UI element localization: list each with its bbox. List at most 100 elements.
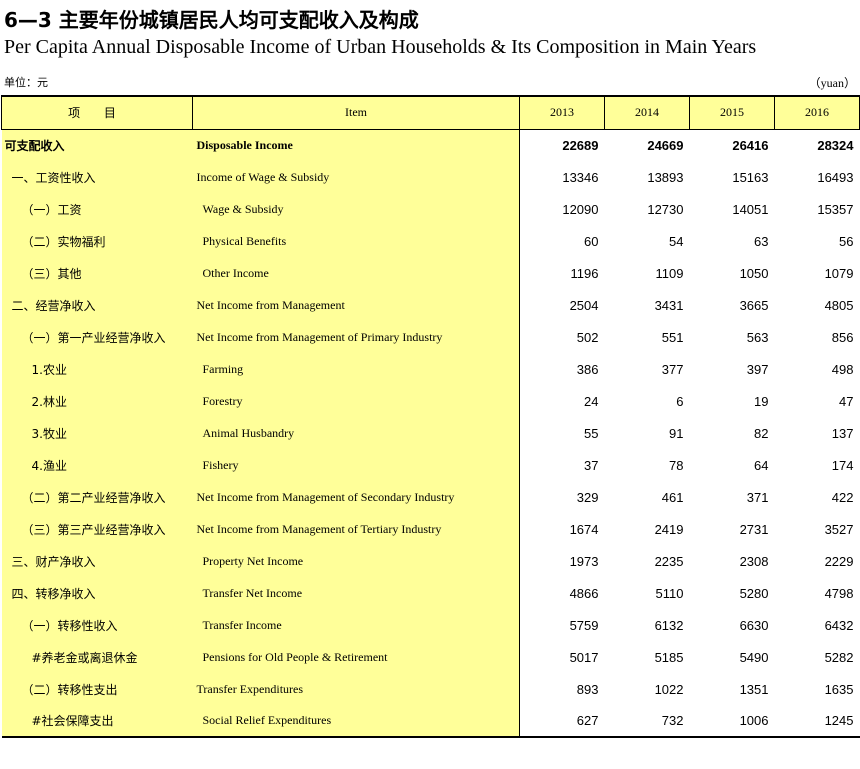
value-cell: 397 [746, 361, 769, 377]
row-label-english: Transfer Net Income [192, 577, 520, 609]
value-cell: 893 [576, 681, 599, 697]
value-cell: 56 [839, 233, 854, 249]
value-cell: 26416 [732, 137, 769, 153]
value-cell: 24669 [647, 137, 684, 153]
row-label-english: Net Income from Management [192, 289, 520, 321]
row-label-english: Net Income from Management of Secondary … [192, 481, 520, 513]
value-cell: 856 [831, 329, 854, 345]
value-cell: 2235 [654, 553, 684, 569]
row-label-english: Forestry [192, 385, 520, 417]
value-cell: 732 [604, 705, 690, 738]
value-cell: 64 [754, 457, 769, 473]
value-cell: 4798 [824, 585, 854, 601]
value-cell: 5185 [654, 649, 684, 665]
row-label-chinese: （三）第三产业经营净收入 [1, 513, 193, 545]
row-label-chinese: （一）转移性收入 [1, 609, 193, 641]
value-cell: 82 [754, 425, 769, 441]
value-cell: 37 [584, 457, 599, 473]
row-label-chinese: #养老金或离退休金 [1, 641, 193, 673]
value-cell: 47 [839, 393, 854, 409]
value-cell: 377 [661, 361, 684, 377]
header-year-2016: 2016 [774, 95, 860, 130]
table-row: （二）实物福利 Physical Benefits 60 54 63 56 [1, 225, 860, 257]
value-cell: 3527 [824, 521, 854, 537]
value-cell: 461 [661, 489, 684, 505]
value-cell: 174 [831, 457, 854, 473]
value-cell: 1022 [654, 681, 684, 697]
table-row: （一）转移性收入 Transfer Income 5759 6132 6630 … [1, 609, 860, 641]
row-label-english: Social Relief Expenditures [192, 705, 520, 738]
table-row: （三）第三产业经营净收入 Net Income from Management … [1, 513, 860, 545]
value-cell: 60 [584, 233, 599, 249]
row-label-english: Physical Benefits [192, 225, 520, 257]
row-label-chinese: #社会保障支出 [1, 705, 193, 738]
value-cell: 1351 [739, 681, 769, 697]
row-label-chinese: （一）工资 [1, 193, 193, 225]
value-cell: 4866 [569, 585, 599, 601]
value-cell: 91 [669, 425, 684, 441]
row-label-chinese: 一、工资性收入 [1, 161, 193, 193]
header-item-english: Item [192, 95, 520, 130]
row-label-english: Transfer Income [192, 609, 520, 641]
value-cell: 371 [746, 489, 769, 505]
value-cell: 1079 [824, 265, 854, 281]
row-label-english: Net Income from Management of Primary In… [192, 321, 520, 353]
row-label-english: Farming [192, 353, 520, 385]
value-cell: 24 [584, 393, 599, 409]
value-cell: 5110 [655, 585, 684, 601]
value-cell: 28324 [817, 137, 854, 153]
row-label-english: Disposable Income [192, 129, 520, 161]
value-cell: 1050 [739, 265, 769, 281]
table-row: 一、工资性收入 Income of Wage & Subsidy 13346 1… [1, 161, 860, 193]
title-chinese: 6—3 主要年份城镇居民人均可支配收入及构成 [4, 8, 419, 32]
value-cell: 627 [519, 705, 605, 738]
row-label-chinese: （二）第二产业经营净收入 [1, 481, 193, 513]
value-cell: 5490 [739, 649, 769, 665]
value-cell: 6 [676, 393, 684, 409]
table-row: 3.牧业 Animal Husbandry 55 91 82 137 [1, 417, 860, 449]
row-label-chinese: 2.林业 [1, 385, 193, 417]
value-cell: 3431 [654, 297, 684, 313]
value-cell: 2419 [654, 521, 684, 537]
table-row: （一）第一产业经营净收入 Net Income from Management … [1, 321, 860, 353]
row-label-english: Pensions for Old People & Retirement [192, 641, 520, 673]
row-label-chinese: （一）第一产业经营净收入 [1, 321, 193, 353]
row-label-chinese: 3.牧业 [1, 417, 193, 449]
value-cell: 5017 [569, 649, 599, 665]
row-label-chinese: 四、转移净收入 [1, 577, 193, 609]
row-label-chinese: 4.渔业 [1, 449, 193, 481]
value-cell: 13346 [562, 169, 599, 185]
table-row: （三）其他 Other Income 1196 1109 1050 1079 [1, 257, 860, 289]
value-cell: 16493 [817, 169, 854, 185]
value-cell: 1973 [569, 553, 599, 569]
value-cell: 15357 [817, 201, 854, 217]
row-label-english: Property Net Income [192, 545, 520, 577]
value-cell: 22689 [562, 137, 599, 153]
row-label-english: Net Income from Management of Tertiary I… [192, 513, 520, 545]
row-label-english: Other Income [192, 257, 520, 289]
table-row: 二、经营净收入 Net Income from Management 2504 … [1, 289, 860, 321]
value-cell: 2731 [739, 521, 769, 537]
value-cell: 551 [661, 329, 684, 345]
row-label-chinese: 二、经营净收入 [1, 289, 193, 321]
value-cell: 1006 [689, 705, 775, 738]
header-year-2013: 2013 [519, 95, 605, 130]
value-cell: 4805 [824, 297, 854, 313]
value-cell: 1109 [655, 265, 684, 281]
value-cell: 19 [754, 393, 769, 409]
row-label-english: Animal Husbandry [192, 417, 520, 449]
row-label-chinese: （三）其他 [1, 257, 193, 289]
header-year-2015: 2015 [689, 95, 775, 130]
value-cell: 5282 [824, 649, 854, 665]
row-label-english: Income of Wage & Subsidy [192, 161, 520, 193]
row-label-chinese: （二）转移性支出 [1, 673, 193, 705]
row-label-chinese: 1.农业 [1, 353, 193, 385]
header-item-chinese: 项 目 [1, 95, 193, 130]
table-row: （二）转移性支出 Transfer Expenditures 893 1022 … [1, 673, 860, 705]
value-cell: 3665 [739, 297, 769, 313]
value-cell: 14051 [732, 201, 769, 217]
table-row: 三、财产净收入 Property Net Income 1973 2235 23… [1, 545, 860, 577]
value-cell: 2308 [739, 553, 769, 569]
table-row: （二）第二产业经营净收入 Net Income from Management … [1, 481, 860, 513]
value-cell: 63 [754, 233, 769, 249]
